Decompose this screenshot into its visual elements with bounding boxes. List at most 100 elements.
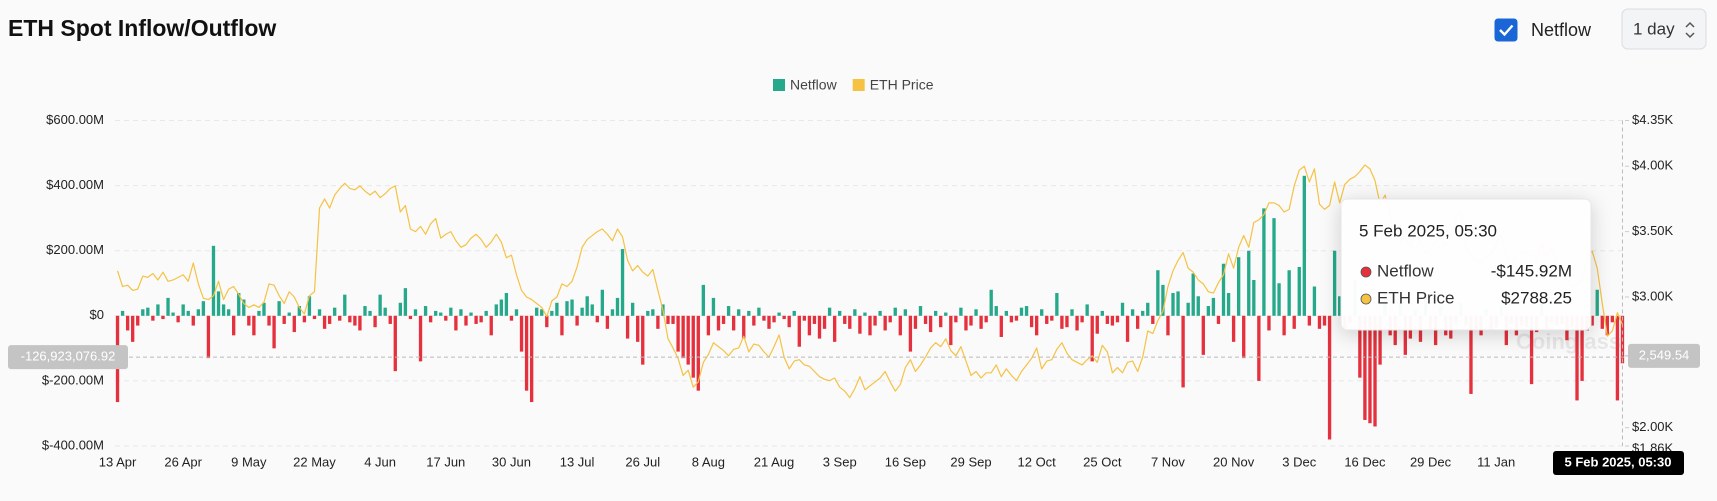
netflow-bar <box>767 315 771 329</box>
netflow-bar <box>656 315 660 329</box>
netflow-bar <box>327 315 332 324</box>
netflow-bar <box>883 315 887 331</box>
netflow-bar <box>1322 315 1327 326</box>
tooltip-dot <box>1360 293 1372 305</box>
netflow-bar <box>499 299 504 316</box>
netflow-bar <box>630 302 635 316</box>
netflow-bar <box>519 315 524 352</box>
netflow-bar <box>706 315 711 336</box>
netflow-bar <box>353 315 357 326</box>
netflow-bar <box>535 307 539 316</box>
netflow-bar <box>247 315 251 326</box>
netflow-bar <box>363 306 367 316</box>
netflow-bar <box>565 301 569 316</box>
netflow-bar <box>1242 315 1246 359</box>
netflow-bar <box>646 310 650 316</box>
x-tick-label: 12 Oct <box>1018 454 1057 469</box>
netflow-bar <box>949 315 953 346</box>
x-tick-label: 8 Aug <box>692 454 725 469</box>
netflow-bar <box>1040 309 1044 316</box>
netflow-bar <box>1615 315 1620 401</box>
checkbox-check <box>1499 24 1514 37</box>
x-tick-label: 21 Aug <box>754 454 795 469</box>
y-tick-label: $0 <box>90 307 104 322</box>
netflow-bar <box>156 304 160 316</box>
netflow-bar <box>257 310 261 316</box>
netflow-bar <box>959 307 963 316</box>
netflow-bar <box>651 309 655 316</box>
netflow-bar <box>545 315 549 328</box>
netflow-bar <box>383 307 387 316</box>
netflow-bar <box>827 307 832 316</box>
netflow-bar <box>237 293 241 316</box>
netflow-bar <box>464 315 468 326</box>
netflow-bar <box>1080 315 1084 323</box>
x-tick-label: 13 Jul <box>560 454 595 469</box>
netflow-bar <box>893 307 897 316</box>
netflow-bar <box>1004 310 1009 316</box>
netflow-bar <box>434 310 438 316</box>
netflow-bar <box>1267 315 1271 331</box>
netflow-bar <box>848 315 852 329</box>
netflow-bar <box>333 307 337 316</box>
netflow-bar <box>1211 297 1216 316</box>
y-tick-label: $-200.00M <box>42 372 104 387</box>
netflow-bar <box>267 315 271 326</box>
crosshair-y-label-box <box>8 345 128 370</box>
netflow-bar <box>287 312 291 316</box>
legend-label: Netflow <box>790 77 838 93</box>
netflow-bar <box>166 297 170 316</box>
interval-value[interactable]: 1 day <box>1633 19 1675 38</box>
x-tick-label: 26 Apr <box>164 454 202 469</box>
netflow-bar <box>620 249 625 316</box>
x-tick-label: 13 Apr <box>99 454 137 469</box>
checkbox-label[interactable]: Netflow <box>1531 20 1592 40</box>
netflow-bar <box>686 315 690 365</box>
netflow-bar <box>1055 293 1059 316</box>
interval-select[interactable] <box>1621 8 1707 50</box>
netflow-bar <box>1161 284 1165 316</box>
netflow-bar <box>282 315 286 324</box>
crosshair-y2-label: 2,549.54 <box>1639 347 1690 362</box>
netflow-bar <box>1135 315 1140 329</box>
netflow-bar <box>136 315 140 326</box>
netflow-bar <box>120 310 125 316</box>
netflow-bar <box>979 315 983 329</box>
netflow-bar <box>302 315 307 323</box>
checkbox[interactable] <box>1494 18 1518 42</box>
x-tick-label: 29 Sep <box>950 454 991 469</box>
netflow-bar <box>716 315 721 331</box>
netflow-bar <box>711 297 716 316</box>
netflow-bar <box>1100 310 1104 316</box>
netflow-bar <box>459 309 463 316</box>
netflow-bar <box>1029 315 1034 328</box>
netflow-bar <box>777 312 781 316</box>
netflow-bar <box>408 315 413 320</box>
x-tick-label: 26 Jul <box>625 454 660 469</box>
netflow-bar <box>918 306 923 316</box>
x-tick-label: 16 Dec <box>1344 454 1386 469</box>
netflow-bar <box>878 310 882 316</box>
netflow-bar <box>1469 315 1473 394</box>
netflow-bar <box>292 315 296 333</box>
netflow-bar <box>1191 273 1195 316</box>
netflow-bar <box>832 315 837 342</box>
netflow-bar <box>216 291 221 316</box>
netflow-bar <box>1312 286 1317 316</box>
netflow-bar <box>1216 315 1221 324</box>
netflow-bar <box>418 315 423 362</box>
x-tick-label: 9 May <box>231 454 267 469</box>
netflow-bar <box>524 315 529 391</box>
netflow-bar <box>853 309 857 316</box>
netflow-bar <box>701 284 706 316</box>
netflow-bar <box>454 315 458 331</box>
netflow-bar <box>398 302 403 316</box>
netflow-bar <box>605 315 610 329</box>
netflow-bar <box>1332 250 1337 316</box>
x-tick-label: 22 May <box>293 454 336 469</box>
netflow-bar <box>1115 315 1120 323</box>
netflow-bar <box>1373 315 1377 427</box>
netflow-bar <box>772 315 776 323</box>
netflow-bar <box>1090 315 1094 362</box>
netflow-bar <box>1075 315 1079 331</box>
